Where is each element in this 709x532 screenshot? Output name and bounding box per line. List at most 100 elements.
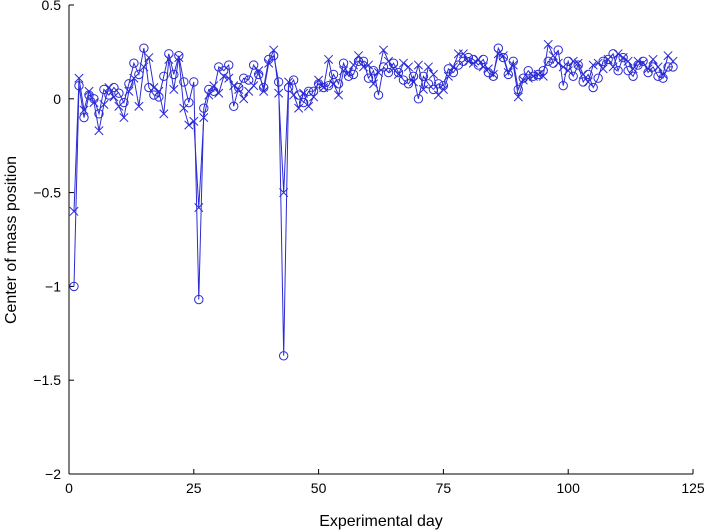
data-point xyxy=(373,67,384,78)
data-point xyxy=(184,97,194,108)
data-point xyxy=(119,113,129,123)
data-point xyxy=(478,62,488,72)
data-point xyxy=(583,77,593,87)
series-layer xyxy=(69,39,678,361)
data-point xyxy=(294,103,304,113)
data-point xyxy=(104,82,114,93)
data-point xyxy=(199,113,209,123)
data-point xyxy=(114,88,124,98)
data-point xyxy=(234,82,244,93)
data-point xyxy=(289,90,299,100)
plot-area xyxy=(68,5,693,475)
data-point xyxy=(99,99,109,109)
data-point xyxy=(623,56,633,66)
data-point xyxy=(538,71,548,81)
data-point xyxy=(74,73,84,83)
data-point xyxy=(383,56,394,66)
data-point xyxy=(269,45,279,55)
data-point xyxy=(179,77,189,87)
y-tick-label: −2 xyxy=(45,466,61,482)
data-point xyxy=(239,94,249,104)
data-point xyxy=(328,69,339,80)
data-point xyxy=(89,97,99,108)
data-point xyxy=(393,67,404,78)
data-point xyxy=(304,101,314,111)
data-point xyxy=(463,56,473,66)
data-point xyxy=(618,52,628,63)
data-point xyxy=(603,54,613,65)
data-point xyxy=(583,69,593,80)
data-point xyxy=(378,45,389,55)
data-point xyxy=(468,58,478,68)
data-point xyxy=(353,56,364,66)
data-point xyxy=(124,79,134,89)
data-point xyxy=(109,92,119,102)
x-tick-label: 125 xyxy=(681,480,705,496)
data-point xyxy=(154,86,164,96)
data-point xyxy=(573,58,583,68)
data-point xyxy=(224,73,234,83)
data-point xyxy=(249,60,259,70)
x-ticks: 0 25 50 75 100 125 xyxy=(65,469,705,496)
data-point xyxy=(548,58,558,68)
data-point xyxy=(129,73,139,83)
data-point xyxy=(288,75,299,85)
data-point xyxy=(513,92,523,102)
data-point xyxy=(403,62,414,72)
data-point xyxy=(598,64,608,74)
data-point xyxy=(493,49,503,59)
data-point xyxy=(109,82,119,93)
y-tick-label: −1.5 xyxy=(33,372,61,388)
data-point xyxy=(473,54,483,64)
y-tick-label: 0.5 xyxy=(42,0,62,13)
data-point xyxy=(194,294,204,305)
x-tick-label: 100 xyxy=(557,480,581,496)
data-point xyxy=(558,80,568,91)
data-point xyxy=(119,97,129,108)
data-point xyxy=(428,84,439,95)
data-point xyxy=(398,58,409,68)
data-point xyxy=(209,81,219,91)
x-axis-label: Experimental day xyxy=(319,513,443,530)
data-point xyxy=(548,51,558,61)
data-point xyxy=(164,49,174,59)
data-point xyxy=(533,69,543,79)
data-point xyxy=(79,105,89,115)
data-point xyxy=(593,73,603,83)
data-point xyxy=(318,82,329,93)
data-point xyxy=(668,62,678,72)
data-point xyxy=(363,60,374,70)
data-point xyxy=(139,62,149,72)
data-point xyxy=(249,81,259,91)
data-point xyxy=(528,71,538,81)
data-point xyxy=(234,84,244,94)
data-point xyxy=(358,62,369,72)
data-point xyxy=(329,79,339,89)
data-point xyxy=(563,66,573,76)
data-point xyxy=(298,97,309,108)
data-point xyxy=(668,56,678,66)
series-line xyxy=(73,42,674,212)
data-point xyxy=(578,69,588,79)
data-point xyxy=(413,60,423,70)
data-point xyxy=(254,66,264,76)
y-tick-label: −1 xyxy=(45,278,61,294)
data-point xyxy=(448,67,459,78)
data-point xyxy=(503,67,513,78)
data-point xyxy=(124,86,134,96)
data-point xyxy=(488,71,499,81)
data-point xyxy=(199,103,209,113)
data-point xyxy=(403,79,414,89)
data-point xyxy=(129,58,139,68)
data-point xyxy=(563,56,573,66)
data-point xyxy=(518,75,528,85)
data-point xyxy=(543,56,553,66)
data-point xyxy=(333,79,344,89)
data-point xyxy=(418,71,429,81)
data-point xyxy=(653,62,663,72)
data-point xyxy=(458,49,468,59)
series-line xyxy=(73,46,673,356)
x-tick-label: 50 xyxy=(311,480,327,496)
data-point xyxy=(568,71,578,81)
